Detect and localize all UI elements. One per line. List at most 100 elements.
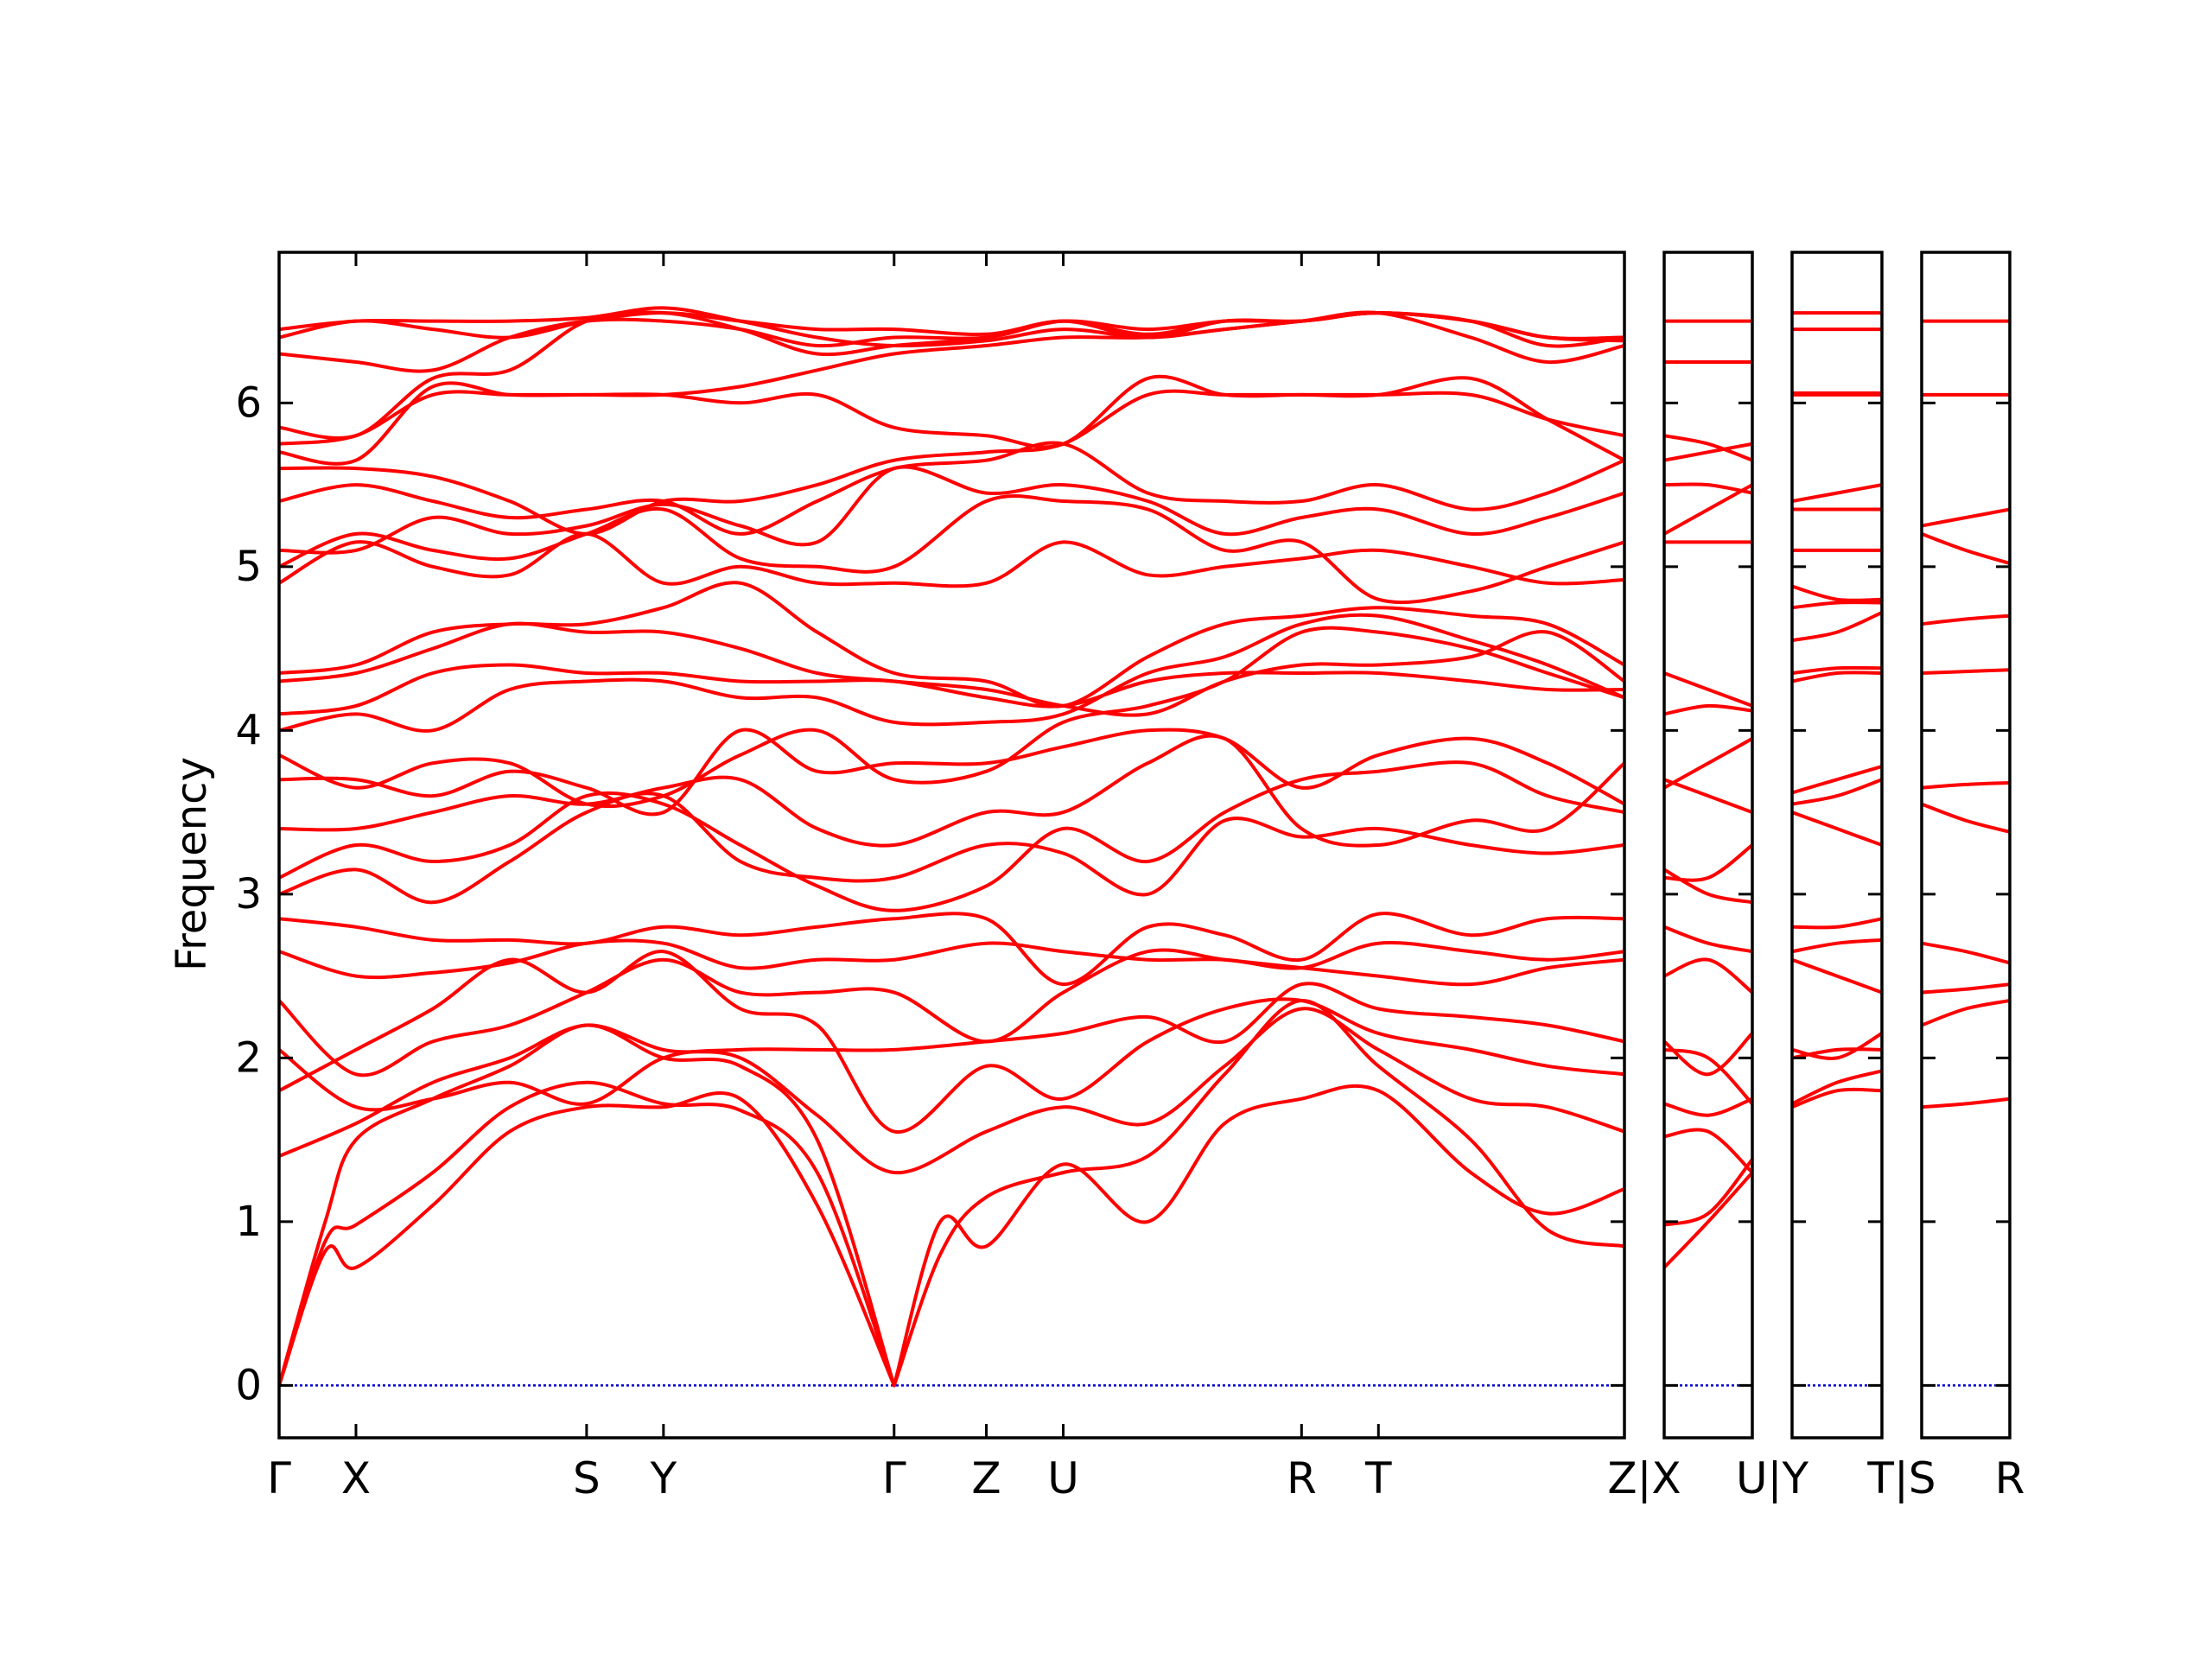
- band-line: [1922, 531, 2010, 566]
- panel-frame: [277, 251, 1626, 1440]
- band-line: [1792, 483, 1882, 503]
- band-line: [1664, 483, 1752, 536]
- band-line: [279, 613, 1624, 733]
- band-line: [1664, 843, 1752, 882]
- y-tick-label: 2: [235, 1033, 262, 1082]
- band-line: [279, 465, 1624, 555]
- band-line: [1792, 584, 1882, 602]
- band-line: [279, 306, 1624, 348]
- band-line: [1792, 917, 1882, 930]
- band-line: [279, 626, 1624, 809]
- y-tick-label: 0: [235, 1361, 262, 1409]
- band-line: [279, 310, 1624, 441]
- x-tick-label: T: [1364, 1453, 1392, 1503]
- x-tick-label: Γ: [267, 1453, 291, 1503]
- band-line: [279, 581, 1624, 709]
- panel-frame: [1790, 251, 1884, 1440]
- chart-panels: 0 1 2 3 4 5 6: [235, 251, 2012, 1440]
- band-line: [279, 982, 1624, 1112]
- band-line: [279, 950, 1624, 1134]
- band-line: [1922, 982, 2010, 995]
- band-line: [279, 1080, 896, 1388]
- band-line: [1664, 671, 1752, 708]
- x-tick-label: S: [573, 1453, 601, 1503]
- panel-frame: [1920, 251, 2012, 1440]
- x-tick-label: X: [341, 1453, 371, 1503]
- band-line: [1664, 736, 1752, 790]
- high-symmetry-labels: Γ X S Y Γ Z U R T Z|X U|Y T|S R: [267, 1453, 2024, 1503]
- band-line: [1664, 1171, 1752, 1269]
- band-line: [892, 998, 1624, 1388]
- x-tick-label: U|Y: [1736, 1453, 1808, 1503]
- x-tick-label: R: [1287, 1453, 1317, 1503]
- band-line: [279, 948, 1624, 1077]
- band-line: [1664, 442, 1752, 462]
- band-line: [1792, 1047, 1882, 1060]
- band-line: [1922, 507, 2010, 528]
- band-line: [1792, 1087, 1882, 1109]
- band-line: [1792, 610, 1882, 643]
- band-line: [1922, 802, 2010, 834]
- band-lines: [1922, 319, 2010, 1387]
- band-line: [279, 760, 1624, 912]
- band-line: [1664, 1031, 1752, 1077]
- band-lines: [1792, 311, 1882, 1387]
- band-line: [1664, 868, 1752, 905]
- band-line: [279, 938, 1624, 980]
- band-line: [1922, 1096, 2010, 1109]
- band-line: [279, 531, 1624, 588]
- band-line: [1792, 1031, 1882, 1060]
- band-line: [279, 1023, 896, 1388]
- band-line: [279, 494, 1624, 605]
- band-line: [1922, 668, 2010, 675]
- panel-frame: [1662, 251, 1754, 1440]
- panel-4: [1920, 251, 2012, 1440]
- band-line: [1792, 671, 1882, 683]
- band-line: [1664, 482, 1752, 495]
- y-tick-label: 5: [235, 543, 262, 591]
- band-line: [1664, 1128, 1752, 1174]
- x-tick-label: Γ: [882, 1453, 906, 1503]
- band-line: [1664, 778, 1752, 815]
- band-line: [279, 791, 1624, 905]
- band-line: [279, 376, 1624, 536]
- band-line: [1922, 613, 2010, 626]
- panel-1: 0 1 2 3 4 5 6: [235, 251, 1626, 1440]
- band-line: [1792, 765, 1882, 795]
- band-line: [279, 663, 1624, 716]
- panel-2: [1662, 251, 1754, 1440]
- band-line: [279, 734, 1624, 848]
- x-tick-label: R: [1995, 1453, 2025, 1503]
- band-line: [279, 912, 1624, 987]
- band-line: [892, 1084, 1624, 1388]
- x-tick-label: U: [1047, 1453, 1079, 1503]
- x-tick-label: Z|X: [1607, 1453, 1681, 1503]
- band-lines: [279, 306, 1624, 1388]
- y-tick-label: 1: [235, 1198, 262, 1246]
- band-line: [279, 441, 1624, 536]
- x-tick-label: Y: [650, 1453, 677, 1503]
- y-tick-label: 3: [235, 870, 262, 918]
- band-line: [1922, 781, 2010, 790]
- y-axis-label: Frequency: [168, 757, 216, 971]
- band-line: [1922, 999, 2010, 1027]
- band-line: [1792, 601, 1882, 610]
- band-line: [279, 728, 1624, 817]
- band-line: [1792, 938, 1882, 954]
- band-line: [1792, 810, 1882, 847]
- band-line: [1664, 703, 1752, 716]
- band-line: [279, 1007, 1624, 1175]
- band-line: [279, 1090, 896, 1388]
- band-line: [1792, 957, 1882, 995]
- x-tick-label: Z: [971, 1453, 1001, 1503]
- panel-3: [1790, 251, 1884, 1440]
- y-tick-label: 4: [235, 706, 262, 754]
- y-tick-label: 6: [235, 378, 262, 427]
- band-line: [1664, 1157, 1752, 1227]
- band-line: [1664, 957, 1752, 995]
- band-line: [1792, 1069, 1882, 1106]
- band-line: [1664, 925, 1752, 954]
- band-line: [1664, 1096, 1752, 1117]
- band-line: [1922, 941, 2010, 965]
